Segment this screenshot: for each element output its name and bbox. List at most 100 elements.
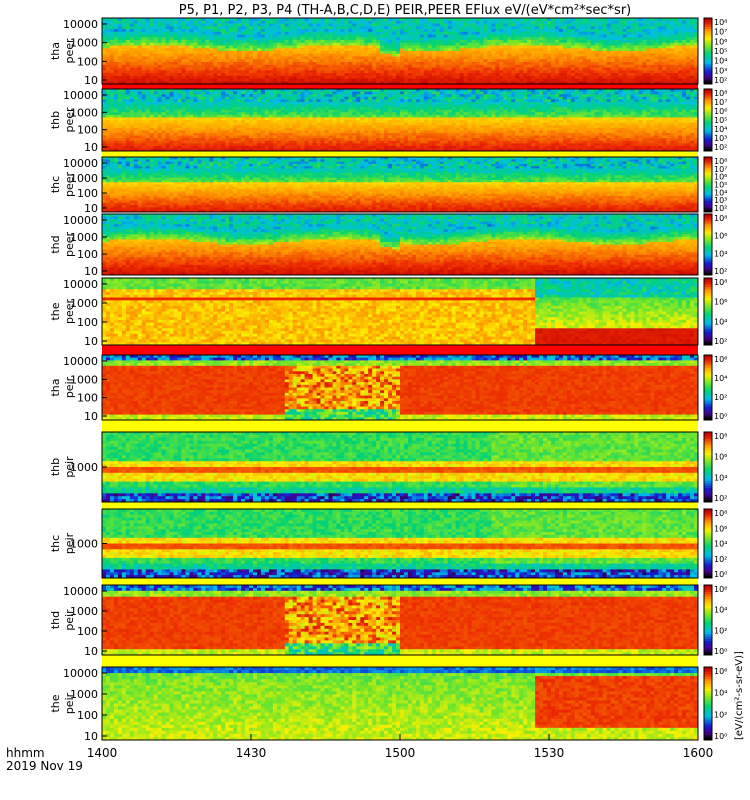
heatmap-cell — [309, 110, 313, 113]
heatmap-cell — [599, 24, 603, 27]
heatmap-cell — [261, 62, 265, 65]
heatmap-cell — [428, 51, 432, 54]
heatmap-cell — [388, 70, 392, 73]
heatmap-cell — [658, 35, 662, 38]
heatmap-cell — [440, 24, 444, 27]
heatmap-cell — [217, 76, 221, 79]
heatmap-cell — [674, 32, 678, 35]
heatmap-cell — [333, 24, 337, 27]
heatmap-cell — [114, 105, 118, 108]
heatmap-cell — [686, 65, 690, 68]
heatmap-cell — [217, 73, 221, 76]
heatmap-cell — [352, 59, 356, 62]
heatmap-cell — [273, 24, 277, 27]
heatmap-cell — [309, 24, 313, 27]
heatmap-cell — [185, 76, 189, 79]
heatmap-cell — [472, 62, 476, 65]
heatmap-cell — [309, 76, 313, 79]
heatmap-cell — [126, 110, 130, 113]
heatmap-cell — [178, 57, 182, 60]
heatmap-cell — [122, 29, 126, 32]
heatmap-cell — [138, 48, 142, 51]
heatmap-cell — [436, 51, 440, 54]
heatmap-cell — [241, 32, 245, 35]
heatmap-cell — [535, 79, 539, 82]
heatmap-cell — [611, 51, 615, 54]
heatmap-cell — [217, 68, 221, 71]
heatmap-cell — [384, 68, 388, 71]
heatmap-cell — [134, 43, 138, 46]
heatmap-cell — [225, 130, 229, 133]
heatmap-cell — [464, 65, 468, 68]
heatmap-cell — [404, 40, 408, 43]
heatmap-cell — [436, 57, 440, 60]
heatmap-cell — [356, 46, 360, 49]
heatmap-cell — [678, 32, 682, 35]
heatmap-cell — [309, 73, 313, 76]
heatmap-cell — [185, 73, 189, 76]
heatmap-cell — [201, 51, 205, 54]
heatmap-cell — [277, 79, 281, 82]
heatmap-cell — [185, 146, 189, 149]
heatmap-cell — [154, 123, 158, 126]
heatmap-cell — [317, 57, 321, 60]
heatmap-cell — [285, 43, 289, 46]
heatmap-cell — [583, 21, 587, 24]
heatmap-cell — [567, 37, 571, 40]
heatmap-cell — [205, 46, 209, 49]
heatmap-cell — [273, 105, 277, 108]
heatmap-cell — [130, 136, 134, 139]
heatmap-cell — [225, 29, 229, 32]
heatmap-cell — [567, 35, 571, 38]
heatmap-cell — [591, 35, 595, 38]
heatmap-cell — [126, 76, 130, 79]
heatmap-cell — [114, 21, 118, 24]
heatmap-cell — [313, 120, 317, 123]
heatmap-cell — [189, 73, 193, 76]
heatmap-cell — [623, 62, 627, 65]
heatmap-cell — [531, 24, 535, 27]
heatmap-cell — [189, 26, 193, 29]
heatmap-cell — [118, 32, 122, 35]
heatmap-cell — [670, 37, 674, 40]
heatmap-cell — [448, 29, 452, 32]
heatmap-cell — [503, 57, 507, 60]
heatmap-cell — [205, 76, 209, 79]
heatmap-cell — [213, 32, 217, 35]
heatmap-cell — [388, 29, 392, 32]
heatmap-cell — [495, 57, 499, 60]
heatmap-cell — [197, 79, 201, 82]
heatmap-cell — [348, 37, 352, 40]
heatmap-cell — [126, 32, 130, 35]
heatmap-cell — [293, 35, 297, 38]
heatmap-cell — [408, 79, 412, 82]
heatmap-cell — [126, 62, 130, 65]
heatmap-cell — [392, 40, 396, 43]
heatmap-cell — [285, 21, 289, 24]
heatmap-cell — [464, 46, 468, 49]
heatmap-cell — [122, 37, 126, 40]
heatmap-cell — [150, 46, 154, 49]
heatmap-cell — [257, 59, 261, 62]
heatmap-cell — [241, 29, 245, 32]
heatmap-cell — [480, 40, 484, 43]
heatmap-cell — [567, 40, 571, 43]
heatmap-cell — [464, 59, 468, 62]
heatmap-cell — [281, 141, 285, 144]
heatmap-cell — [205, 110, 209, 113]
heatmap-cell — [241, 57, 245, 60]
heatmap-cell — [126, 40, 130, 43]
heatmap-cell — [134, 79, 138, 82]
heatmap-cell — [301, 138, 305, 141]
heatmap-cell — [452, 24, 456, 27]
heatmap-cell — [166, 110, 170, 113]
heatmap-cell — [551, 73, 555, 76]
heatmap-cell — [321, 26, 325, 29]
heatmap-cell — [293, 133, 297, 136]
heatmap-cell — [483, 24, 487, 27]
heatmap-cell — [229, 115, 233, 118]
heatmap-cell — [273, 54, 277, 57]
heatmap-cell — [285, 94, 289, 97]
heatmap-cell — [368, 21, 372, 24]
heatmap-cell — [289, 32, 293, 35]
